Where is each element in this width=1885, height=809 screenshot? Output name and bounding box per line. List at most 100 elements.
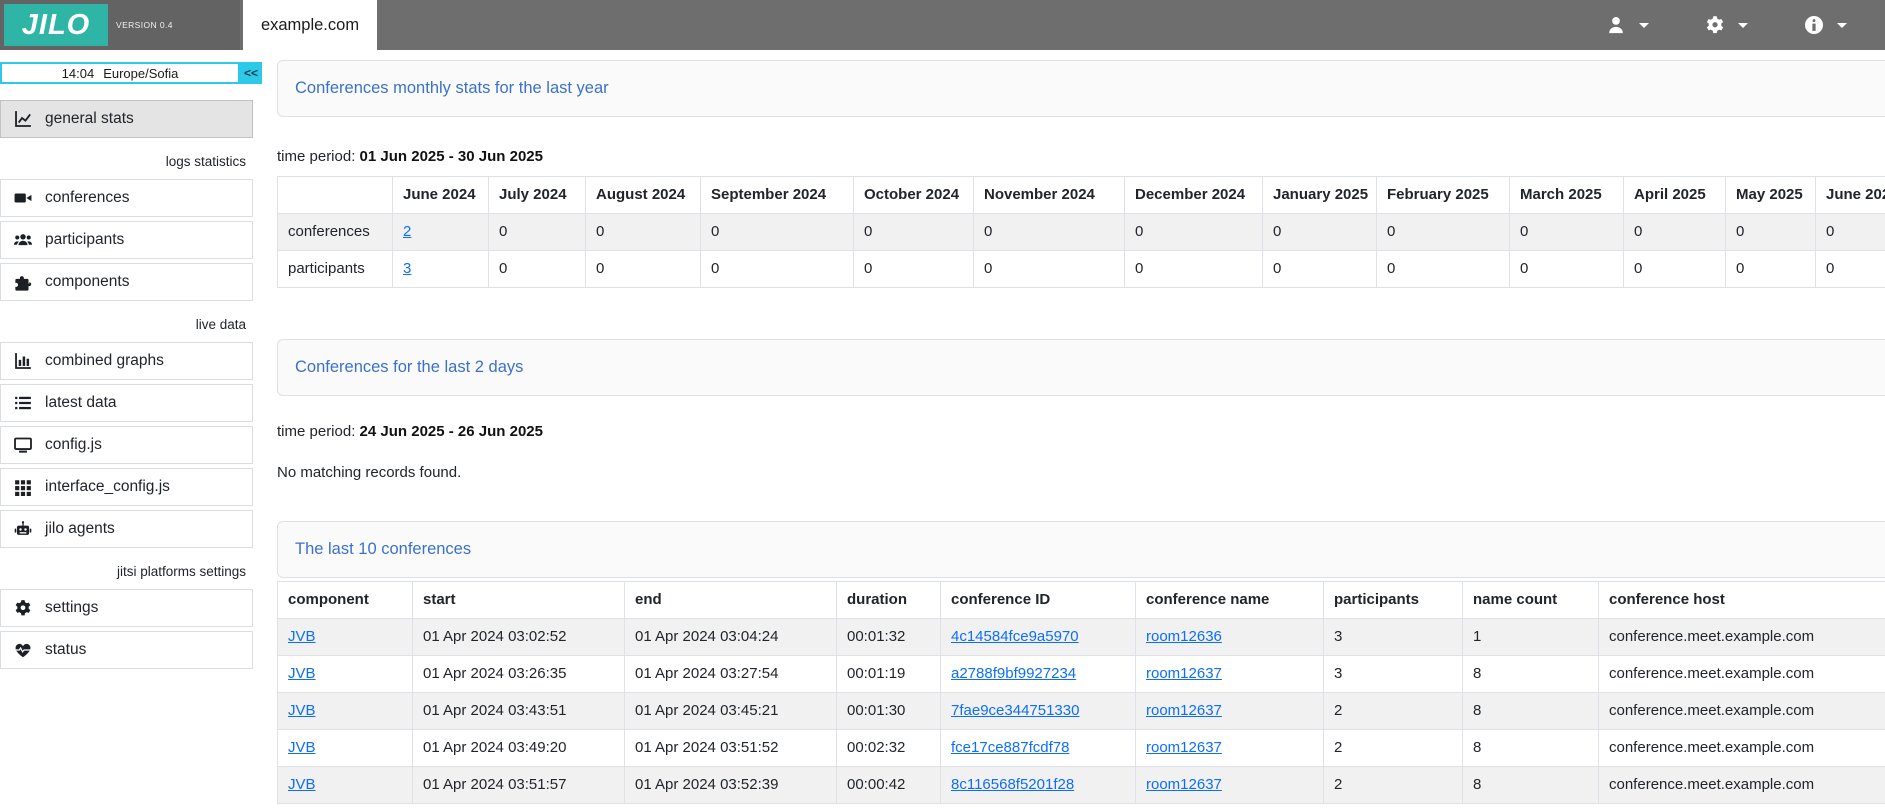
- component-link[interactable]: JVB: [288, 702, 316, 719]
- sidebar-item-settings[interactable]: settings: [0, 589, 253, 627]
- table-cell: 0: [1623, 250, 1726, 288]
- sidebar-item-latest-data[interactable]: latest data: [0, 384, 253, 422]
- top-header: JILO VERSION 0.4 example.com: [0, 0, 1885, 50]
- column-header-april-2025: April 2025: [1623, 176, 1726, 214]
- last-2-days-title: Conferences for the last 2 days: [295, 358, 524, 376]
- monthly-stats-table: June 2024 July 2024 August 2024 September 2…: [277, 176, 1885, 288]
- time-period-value: 24 Jun 2025 - 26 Jun 2025: [359, 423, 543, 440]
- sidebar-item-label: interface_config.js: [45, 478, 170, 495]
- conference-id-link[interactable]: 8c116568f5201f28: [951, 776, 1075, 793]
- start-cell: 01 Apr 2024 03:51:57: [412, 766, 625, 804]
- column-header-duration: duration: [836, 581, 941, 619]
- last-10-conferences-card-header[interactable]: The last 10 conferences: [277, 521, 1885, 578]
- sidebar-item-conferences[interactable]: conferences: [0, 179, 253, 217]
- user-menu-dropdown[interactable]: [1606, 15, 1649, 35]
- component-link[interactable]: JVB: [288, 665, 316, 682]
- column-header-participants: participants: [1323, 581, 1463, 619]
- table-cell: 4c14584fce9a5970: [940, 618, 1136, 656]
- sidebar-collapse-button[interactable]: <<: [240, 62, 262, 84]
- participants-cell: 3: [1323, 618, 1463, 656]
- monthly-stats-title: Conferences monthly stats for the last y…: [295, 79, 609, 97]
- table-cell: 0: [1725, 213, 1816, 251]
- clock: 14:04 Europe/Sofia: [0, 62, 240, 84]
- sidebar-item-general-stats[interactable]: general stats: [0, 100, 253, 138]
- sidebar-item-participants[interactable]: participants: [0, 221, 253, 259]
- table-cell: 3: [392, 250, 489, 288]
- time-period-value: 01 Jun 2025 - 30 Jun 2025: [359, 148, 543, 165]
- conference-row: JVB 01 Apr 2024 03:43:51 01 Apr 2024 03:45…: [277, 692, 1885, 730]
- conference-name-link[interactable]: room12637: [1146, 739, 1222, 756]
- column-header-october-2024: October 2024: [853, 176, 974, 214]
- app-version: VERSION 0.4: [116, 20, 173, 30]
- sidebar-timebar: 14:04 Europe/Sofia <<: [0, 62, 262, 84]
- table-cell: 8c116568f5201f28: [940, 766, 1136, 804]
- conference-id-link[interactable]: fce17ce887fcdf78: [951, 739, 1070, 756]
- component-link[interactable]: JVB: [288, 739, 316, 756]
- end-cell: 01 Apr 2024 03:04:24: [624, 618, 837, 656]
- platform-tab-example-com[interactable]: example.com: [243, 0, 377, 50]
- column-header-start: start: [412, 581, 625, 619]
- table-cell: room12637: [1135, 692, 1324, 730]
- sidebar-section-label-logs-statistics: logs statistics: [165, 154, 246, 169]
- sidebar-item-label: latest data: [45, 394, 117, 411]
- table-row-conferences: conferences 2 0 0 0 0 0 0 0 0 0 0 0 0: [277, 213, 1885, 251]
- column-header-conference-host: conference host: [1598, 581, 1885, 619]
- column-header-empty: [277, 176, 393, 214]
- component-link[interactable]: JVB: [288, 628, 316, 645]
- sidebar: 14:04 Europe/Sofia << general stats logs …: [0, 50, 262, 809]
- display-icon: [14, 436, 32, 454]
- last-10-conferences-title: The last 10 conferences: [295, 540, 472, 558]
- conference-name-link[interactable]: room12636: [1146, 628, 1222, 645]
- table-cell: 0: [1124, 213, 1263, 251]
- settings-menu-dropdown[interactable]: [1705, 15, 1748, 35]
- sidebar-item-jilo-agents[interactable]: jilo agents: [0, 510, 253, 548]
- table-cell: 0: [1509, 250, 1624, 288]
- monthly-stats-card-header[interactable]: Conferences monthly stats for the last y…: [277, 60, 1885, 117]
- conference-host-cell: conference.meet.example.com: [1598, 729, 1885, 767]
- sidebar-item-status[interactable]: status: [0, 631, 253, 669]
- start-cell: 01 Apr 2024 03:26:35: [412, 655, 625, 693]
- component-link[interactable]: JVB: [288, 776, 316, 793]
- participants-count-link[interactable]: 3: [403, 260, 412, 277]
- table-cell: JVB: [277, 692, 413, 730]
- table-cell: 0: [1376, 213, 1510, 251]
- sidebar-item-components[interactable]: components: [0, 263, 253, 301]
- table-cell: fce17ce887fcdf78: [940, 729, 1136, 767]
- sidebar-item-label: combined graphs: [45, 352, 164, 369]
- start-cell: 01 Apr 2024 03:49:20: [412, 729, 625, 767]
- conference-row: JVB 01 Apr 2024 03:02:52 01 Apr 2024 03:04…: [277, 618, 1885, 656]
- list-icon: [14, 394, 32, 412]
- conference-host-cell: conference.meet.example.com: [1598, 766, 1885, 804]
- conferences-count-link[interactable]: 2: [403, 223, 412, 240]
- duration-cell: 00:01:30: [836, 692, 941, 730]
- gear-icon: [1705, 15, 1725, 35]
- app-logo[interactable]: JILO: [4, 4, 108, 46]
- sidebar-item-interface-config-js[interactable]: interface_config.js: [0, 468, 253, 506]
- table-cell: 0: [853, 213, 974, 251]
- sidebar-header: JILO VERSION 0.4: [0, 0, 240, 50]
- sidebar-item-config-js[interactable]: config.js: [0, 426, 253, 464]
- sidebar-item-label: participants: [45, 231, 125, 248]
- participants-cell: 2: [1323, 692, 1463, 730]
- column-header-december-2024: December 2024: [1124, 176, 1263, 214]
- column-header-name-count: name count: [1462, 581, 1599, 619]
- sidebar-item-combined-graphs[interactable]: combined graphs: [0, 342, 253, 380]
- table-cell: room12637: [1135, 766, 1324, 804]
- table-cell: 0: [973, 250, 1125, 288]
- conference-id-link[interactable]: 4c14584fce9a5970: [951, 628, 1079, 645]
- conference-host-cell: conference.meet.example.com: [1598, 618, 1885, 656]
- conference-name-link[interactable]: room12637: [1146, 665, 1222, 682]
- last-2-days-card-header[interactable]: Conferences for the last 2 days: [277, 339, 1885, 396]
- conference-id-link[interactable]: 7fae9ce344751330: [951, 702, 1080, 719]
- info-menu-dropdown[interactable]: [1804, 15, 1847, 35]
- conference-name-link[interactable]: room12637: [1146, 702, 1222, 719]
- table-cell: 0: [1725, 250, 1816, 288]
- table-cell: 0: [1376, 250, 1510, 288]
- name-count-cell: 8: [1462, 692, 1599, 730]
- end-cell: 01 Apr 2024 03:51:52: [624, 729, 837, 767]
- column-header-june-2024: June 2024: [392, 176, 489, 214]
- duration-cell: 00:00:42: [836, 766, 941, 804]
- conference-id-link[interactable]: a2788f9bf9927234: [951, 665, 1077, 682]
- sidebar-section-label-live-data: live data: [195, 317, 246, 332]
- conference-name-link[interactable]: room12637: [1146, 776, 1222, 793]
